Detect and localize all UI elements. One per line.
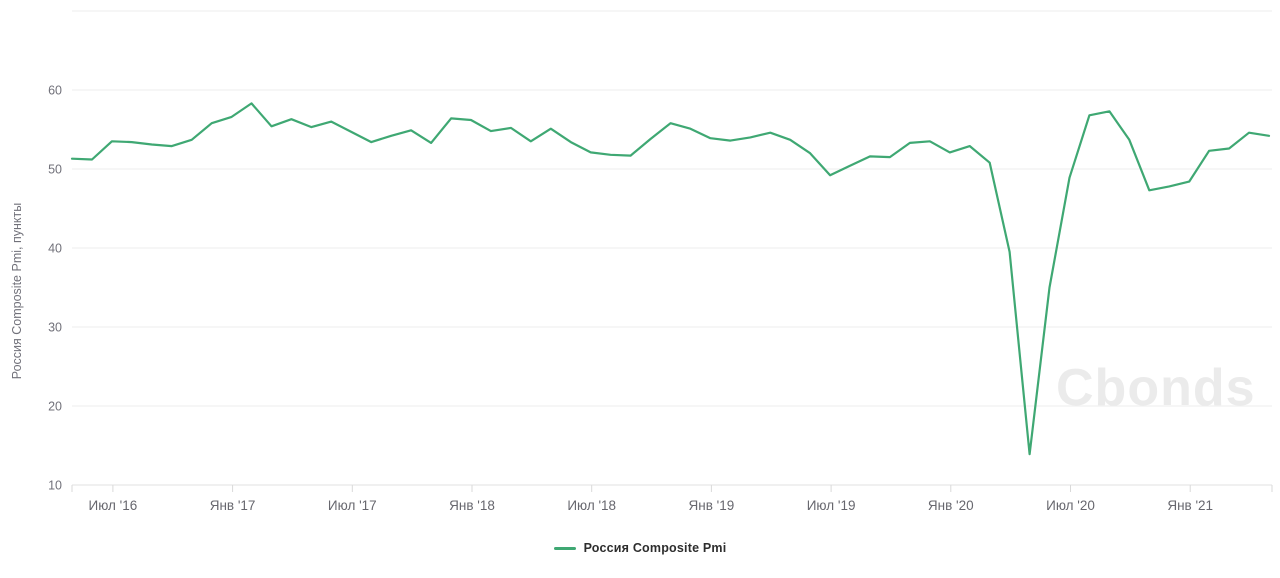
cbonds-watermark: Cbonds [1056,359,1256,417]
legend-line-swatch-icon [553,546,576,550]
x-tick-label-4: Июл '18 [567,498,616,513]
x-tick-label-2: Июл '17 [328,498,377,513]
y-axis-title: Россия Composite Pmi, пункты [10,202,24,380]
y-tick-label-40: 40 [48,242,62,256]
y-tick-label-10: 10 [48,479,62,493]
y-tick-label-50: 50 [48,163,62,177]
y-tick-label-30: 30 [48,321,62,335]
pmi-series-line[interactable] [70,102,1271,456]
x-tick-label-7: Янв '20 [928,498,974,513]
y-tick-label-20: 20 [48,400,62,414]
y-tick-label-60: 60 [48,84,62,98]
x-tick-label-9: Янв '21 [1167,498,1213,513]
legend-series-label: Россия Composite Pmi [583,541,727,555]
x-tick-label-8: Июл '20 [1046,498,1095,513]
x-tick-label-5: Янв '19 [689,498,735,513]
x-tick-label-0: Июл '16 [89,498,138,513]
legend[interactable]: Россия Composite Pmi [0,540,1280,556]
x-tick-label-3: Янв '18 [449,498,495,513]
x-tick-label-6: Июл '19 [807,498,856,513]
x-tick-label-1: Янв '17 [210,498,256,513]
